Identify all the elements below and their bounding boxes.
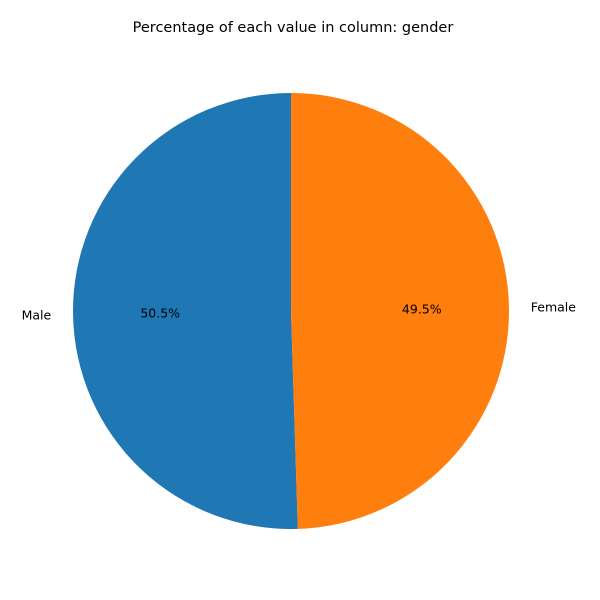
slice-percent-male: 50.5% [140, 306, 180, 321]
pie-slice-female [291, 93, 510, 529]
pie-slice-male [73, 93, 298, 529]
pie-labels: Male 50.5% Female 49.5% [22, 300, 577, 323]
pie-slices [73, 93, 510, 529]
slice-label-female: Female [531, 300, 577, 315]
slice-label-male: Male [22, 307, 52, 322]
chart-title: Percentage of each value in column: gend… [133, 20, 454, 36]
slice-percent-female: 49.5% [402, 301, 442, 316]
